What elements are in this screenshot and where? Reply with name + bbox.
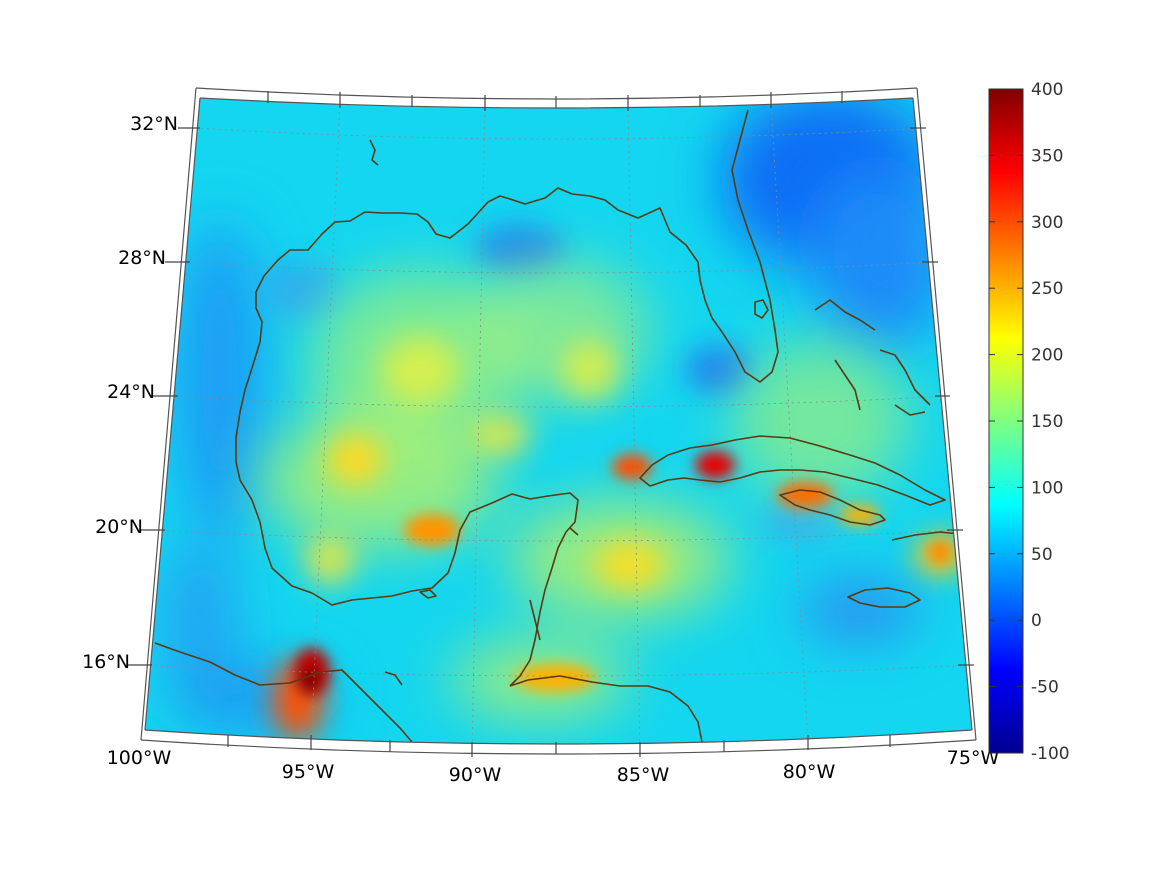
lon-label-75w: 75°W: [947, 747, 1000, 769]
lon-label-95w: 95°W: [282, 761, 335, 783]
colorbar-tick-label: 200: [1031, 346, 1063, 366]
latitude-labels: 32°N 28°N 24°N 20°N 16°N: [82, 113, 178, 673]
lon-label-100w: 100°W: [107, 747, 172, 769]
data-field: [145, 98, 972, 744]
colorbar-tick-label: 300: [1031, 213, 1063, 233]
longitude-labels: 100°W 95°W 90°W 85°W 80°W 75°W: [107, 747, 1000, 786]
lat-label-20n: 20°N: [95, 516, 143, 538]
lon-label-90w: 90°W: [449, 764, 502, 786]
colorbar-tick-label: 0: [1031, 611, 1042, 631]
graticule: [145, 99, 971, 744]
colorbar-tick-label: 250: [1031, 279, 1063, 299]
colorbar-tick-label: 400: [1031, 80, 1063, 100]
lon-label-85w: 85°W: [617, 764, 670, 786]
colorbar-ticks: 400 350 300 250 200 150 100 50 0 -50 -100: [989, 80, 1070, 764]
colorbar-tick-label: 100: [1031, 478, 1063, 498]
lat-label-32n: 32°N: [130, 113, 178, 135]
map-frame: [140, 87, 977, 755]
colorbar-tick-label: 350: [1031, 146, 1063, 166]
coastlines: [154, 109, 961, 743]
lat-label-24n: 24°N: [107, 381, 155, 403]
colorbar-tick-label: 50: [1031, 545, 1053, 565]
lat-label-28n: 28°N: [118, 247, 166, 269]
colorbar-tick-label: -50: [1031, 678, 1059, 698]
colorbar: 400 350 300 250 200 150 100 50 0 -50 -100: [988, 80, 1070, 764]
lat-label-16n: 16°N: [82, 651, 130, 673]
lon-label-80w: 80°W: [783, 761, 836, 783]
colorbar-tick-label: -100: [1031, 744, 1070, 764]
frame-ticks: [128, 91, 974, 757]
colorbar-tick-label: 150: [1031, 412, 1063, 432]
